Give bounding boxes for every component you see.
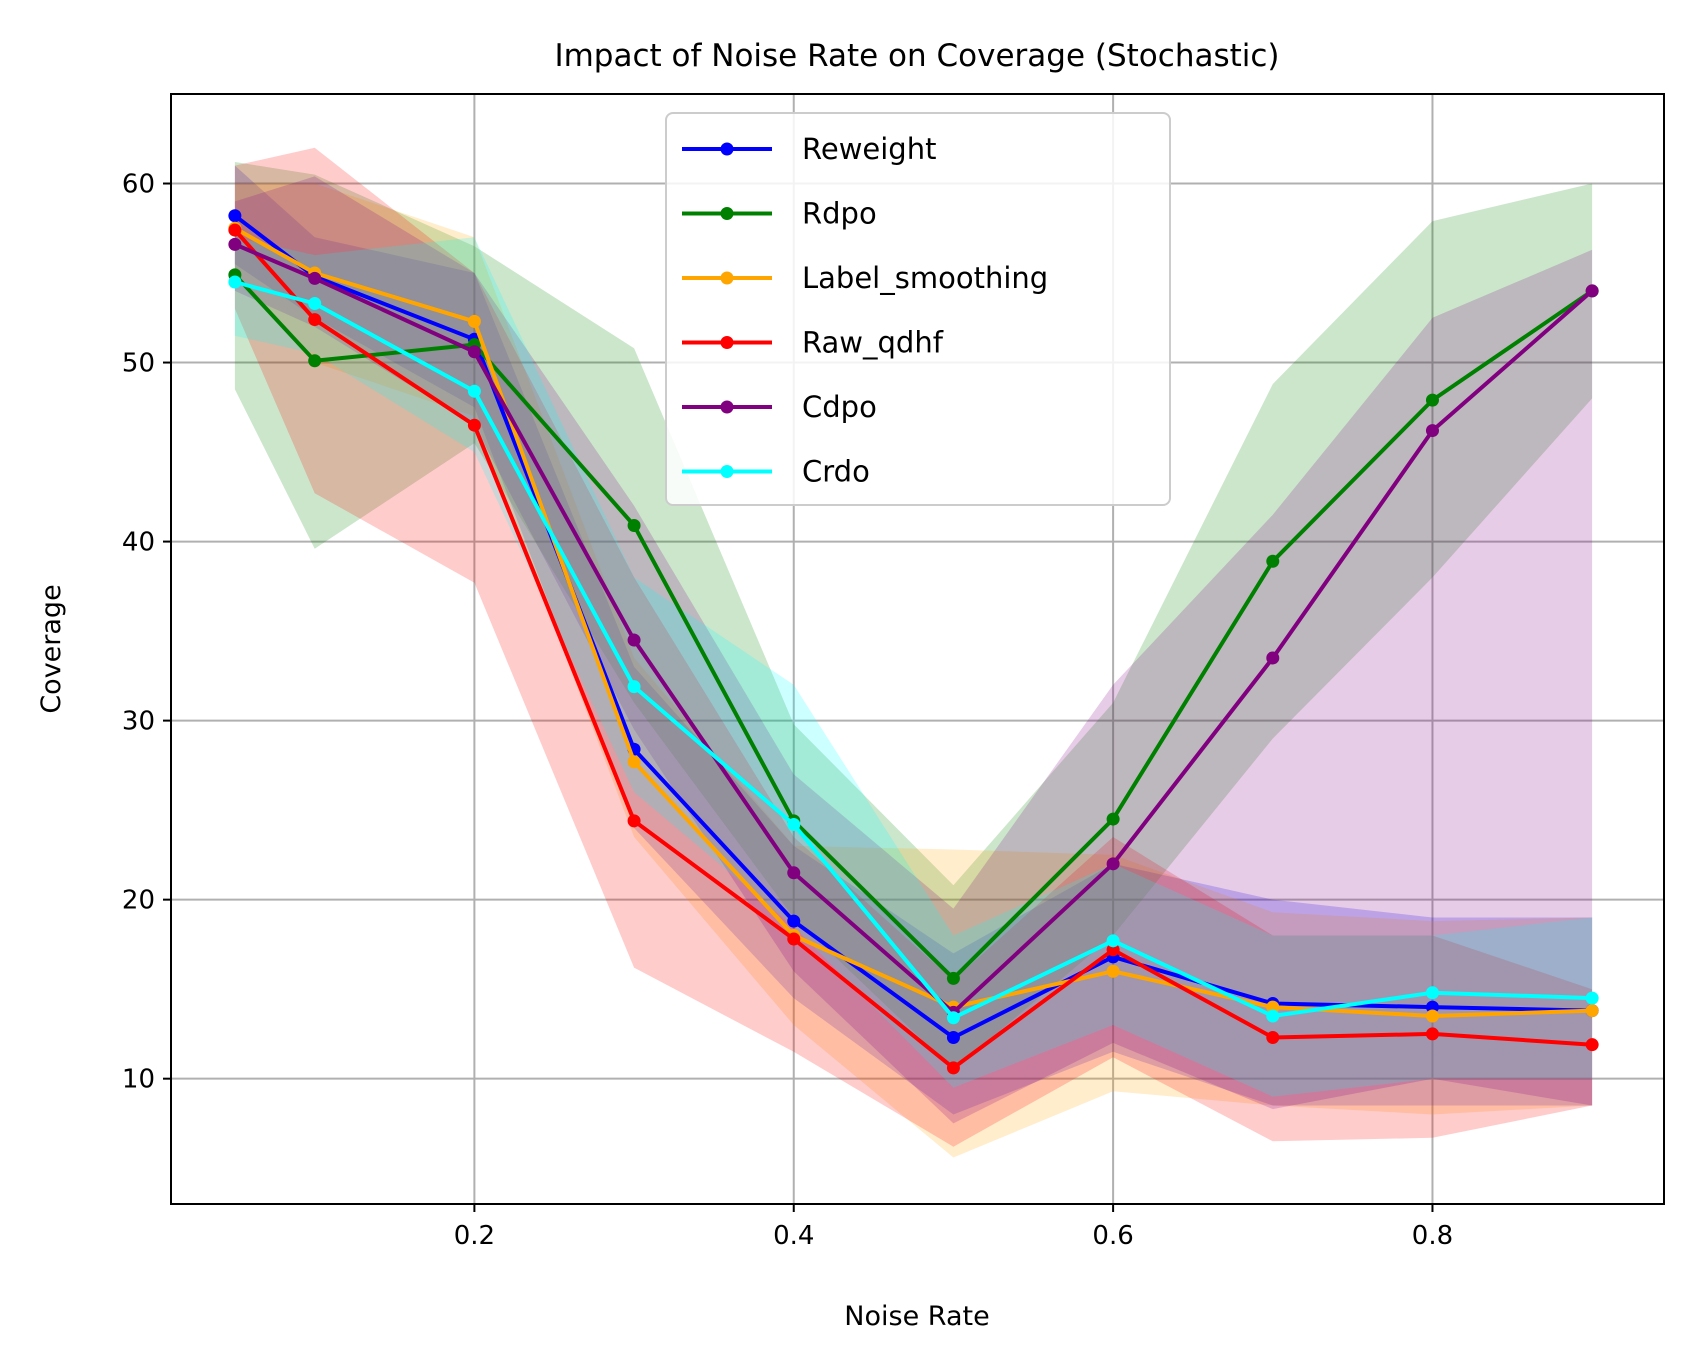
confidence-band-rdpo <box>234 162 1593 1070</box>
data-point-raw_qdhf <box>467 418 481 432</box>
data-point-cdpo <box>1266 651 1280 665</box>
data-point-raw_qdhf <box>308 313 322 327</box>
legend-label-crdo: Crdo <box>802 455 870 489</box>
y-tick-label: 10 <box>122 1065 155 1095</box>
x-tick-label: 0.6 <box>1092 1221 1133 1251</box>
data-point-raw_qdhf <box>787 932 801 946</box>
legend-label-raw_qdhf: Raw_qdhf <box>802 326 944 360</box>
data-point-rdpo <box>627 518 641 532</box>
series-line-crdo <box>234 280 1593 1020</box>
series-line-rdpo <box>233 273 1594 981</box>
plot-frame <box>170 93 1665 1205</box>
data-point-crdo <box>467 384 481 398</box>
data-point-crdo <box>627 680 641 694</box>
data-point-raw_qdhf <box>1585 1038 1599 1052</box>
data-point-cdpo <box>308 271 322 285</box>
legend-items: Reweight Rdpo Label_smoothing Raw_qdhf Cdpo C… <box>682 132 1048 489</box>
data-point-crdo <box>1585 991 1599 1005</box>
series-line-cdpo <box>234 242 1594 1015</box>
data-point-raw_qdhf <box>627 814 641 828</box>
data-point-raw_qdhf <box>228 223 242 237</box>
data-point-crdo <box>787 817 801 831</box>
confidence-band-cdpo <box>234 176 1593 1124</box>
data-point-label_smoothing <box>1585 1004 1599 1018</box>
data-point-cdpo <box>627 633 641 647</box>
legend-marker-crdo <box>720 465 734 478</box>
data-point-label_smoothing <box>467 314 481 328</box>
confidence-band-reweight <box>234 165 1593 1115</box>
data-point-cdpo <box>1106 857 1120 871</box>
data-point-label_smoothing <box>1266 1000 1280 1014</box>
data-point-rdpo <box>1266 554 1280 568</box>
legend-label-reweight: Reweight <box>802 132 936 166</box>
series-line-raw_qdhf <box>233 228 1593 1070</box>
data-point-rdpo <box>1425 393 1439 407</box>
data-point-label_smoothing <box>1425 1009 1439 1023</box>
legend-label-cdpo: Cdpo <box>802 390 877 424</box>
data-point-raw_qdhf <box>946 1061 960 1075</box>
data-point-reweight <box>787 914 801 928</box>
y-tick-label: 50 <box>122 349 155 379</box>
data-point-crdo <box>1106 934 1120 948</box>
data-point-raw_qdhf <box>1106 943 1120 957</box>
confidence-band-crdo <box>234 237 1593 1097</box>
data-point-crdo <box>308 296 322 310</box>
data-point-label_smoothing <box>627 755 641 769</box>
y-tick-label: 60 <box>122 170 155 200</box>
legend-label-rdpo: Rdpo <box>802 197 877 231</box>
data-point-cdpo <box>1425 424 1439 438</box>
confidence-band-raw_qdhf <box>234 147 1593 1147</box>
data-point-crdo <box>1425 986 1439 1000</box>
x-tick-label: 0.8 <box>1412 1221 1453 1251</box>
data-point-rdpo <box>308 354 322 368</box>
y-tick-label: 20 <box>122 886 155 916</box>
legend-marker-rdpo <box>720 207 734 220</box>
data-point-raw_qdhf <box>1266 1031 1280 1044</box>
legend-marker-reweight <box>720 142 734 156</box>
legend-box <box>665 112 1171 506</box>
axis-ticks: 0.2 0.4 0.6 0.8 10 20 30 40 50 60 <box>122 170 1453 1251</box>
chart-title: Impact of Noise Rate on Coverage (Stocha… <box>554 38 1279 74</box>
x-tick-label: 0.4 <box>773 1221 814 1251</box>
data-point-crdo <box>228 275 242 289</box>
data-point-cdpo <box>787 866 801 880</box>
legend-marker-raw_qdhf <box>720 336 734 349</box>
data-point-cdpo <box>467 345 481 359</box>
series-lines <box>228 209 1599 1075</box>
y-tick-label: 30 <box>122 707 155 737</box>
data-point-reweight <box>228 209 242 223</box>
legend-marker-cdpo <box>720 400 734 414</box>
confidence-bands <box>234 147 1593 1158</box>
data-point-cdpo <box>1585 284 1599 298</box>
data-point-label_smoothing <box>1106 964 1120 978</box>
x-axis-label: Noise Rate <box>844 1301 989 1332</box>
confidence-band-label_smoothing <box>234 183 1593 1158</box>
legend-label-label_smoothing: Label_smoothing <box>802 261 1048 295</box>
y-tick-label: 40 <box>122 528 155 558</box>
data-point-rdpo <box>946 971 960 985</box>
x-tick-label: 0.2 <box>454 1221 495 1251</box>
data-point-reweight <box>946 1031 960 1044</box>
data-point-crdo <box>946 1011 960 1025</box>
data-point-crdo <box>1266 1009 1280 1023</box>
data-point-cdpo <box>228 237 242 251</box>
y-axis-label: Coverage <box>36 584 67 713</box>
data-point-reweight <box>1425 1000 1439 1014</box>
legend-marker-label_smoothing <box>720 271 734 285</box>
legend: Reweight Rdpo Label_smoothing Raw_qdhf Cdpo C… <box>665 112 1171 506</box>
series-line-label_smoothing <box>233 226 1593 1018</box>
data-point-rdpo <box>1106 812 1120 826</box>
data-point-raw_qdhf <box>1425 1027 1439 1041</box>
